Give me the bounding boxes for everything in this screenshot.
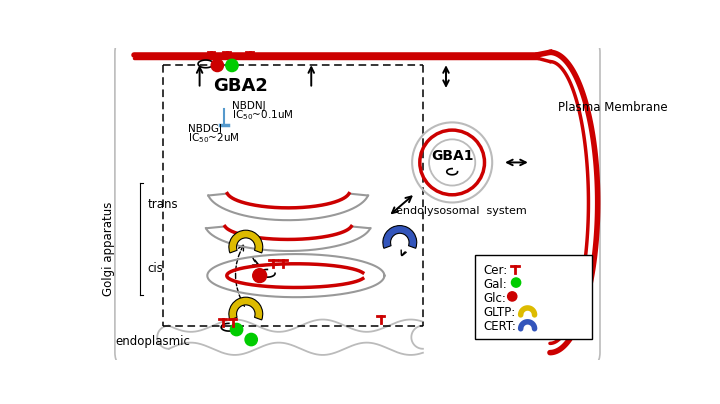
Text: GLTP:: GLTP: bbox=[483, 306, 516, 319]
Circle shape bbox=[511, 278, 521, 287]
FancyBboxPatch shape bbox=[475, 255, 593, 339]
Circle shape bbox=[253, 269, 266, 282]
Wedge shape bbox=[229, 230, 263, 253]
Text: trans: trans bbox=[148, 198, 178, 211]
Circle shape bbox=[245, 333, 257, 346]
Text: Cer:: Cer: bbox=[483, 264, 507, 277]
Circle shape bbox=[508, 292, 517, 301]
Text: endoplasmic: endoplasmic bbox=[115, 335, 190, 348]
Text: NBDGJ: NBDGJ bbox=[188, 124, 222, 134]
Wedge shape bbox=[229, 297, 263, 320]
Circle shape bbox=[226, 59, 238, 72]
Text: cis: cis bbox=[148, 262, 163, 275]
Text: Glc:: Glc: bbox=[483, 292, 506, 305]
Text: endolysosomal  system: endolysosomal system bbox=[396, 206, 527, 216]
Text: IC$_{50}$~0.1uM: IC$_{50}$~0.1uM bbox=[232, 108, 294, 122]
Text: GBA2: GBA2 bbox=[213, 77, 269, 95]
Text: CERT:: CERT: bbox=[483, 320, 516, 332]
Text: Plasma Membrane: Plasma Membrane bbox=[558, 101, 667, 114]
Text: Golgi apparatus: Golgi apparatus bbox=[102, 202, 115, 296]
Circle shape bbox=[211, 59, 223, 72]
Circle shape bbox=[230, 323, 243, 336]
Text: GBA1: GBA1 bbox=[431, 149, 474, 163]
Wedge shape bbox=[383, 225, 417, 248]
Text: Gal:: Gal: bbox=[483, 278, 507, 291]
Text: NBDNJ: NBDNJ bbox=[232, 101, 266, 111]
Text: IC$_{50}$~2uM: IC$_{50}$~2uM bbox=[188, 131, 240, 145]
